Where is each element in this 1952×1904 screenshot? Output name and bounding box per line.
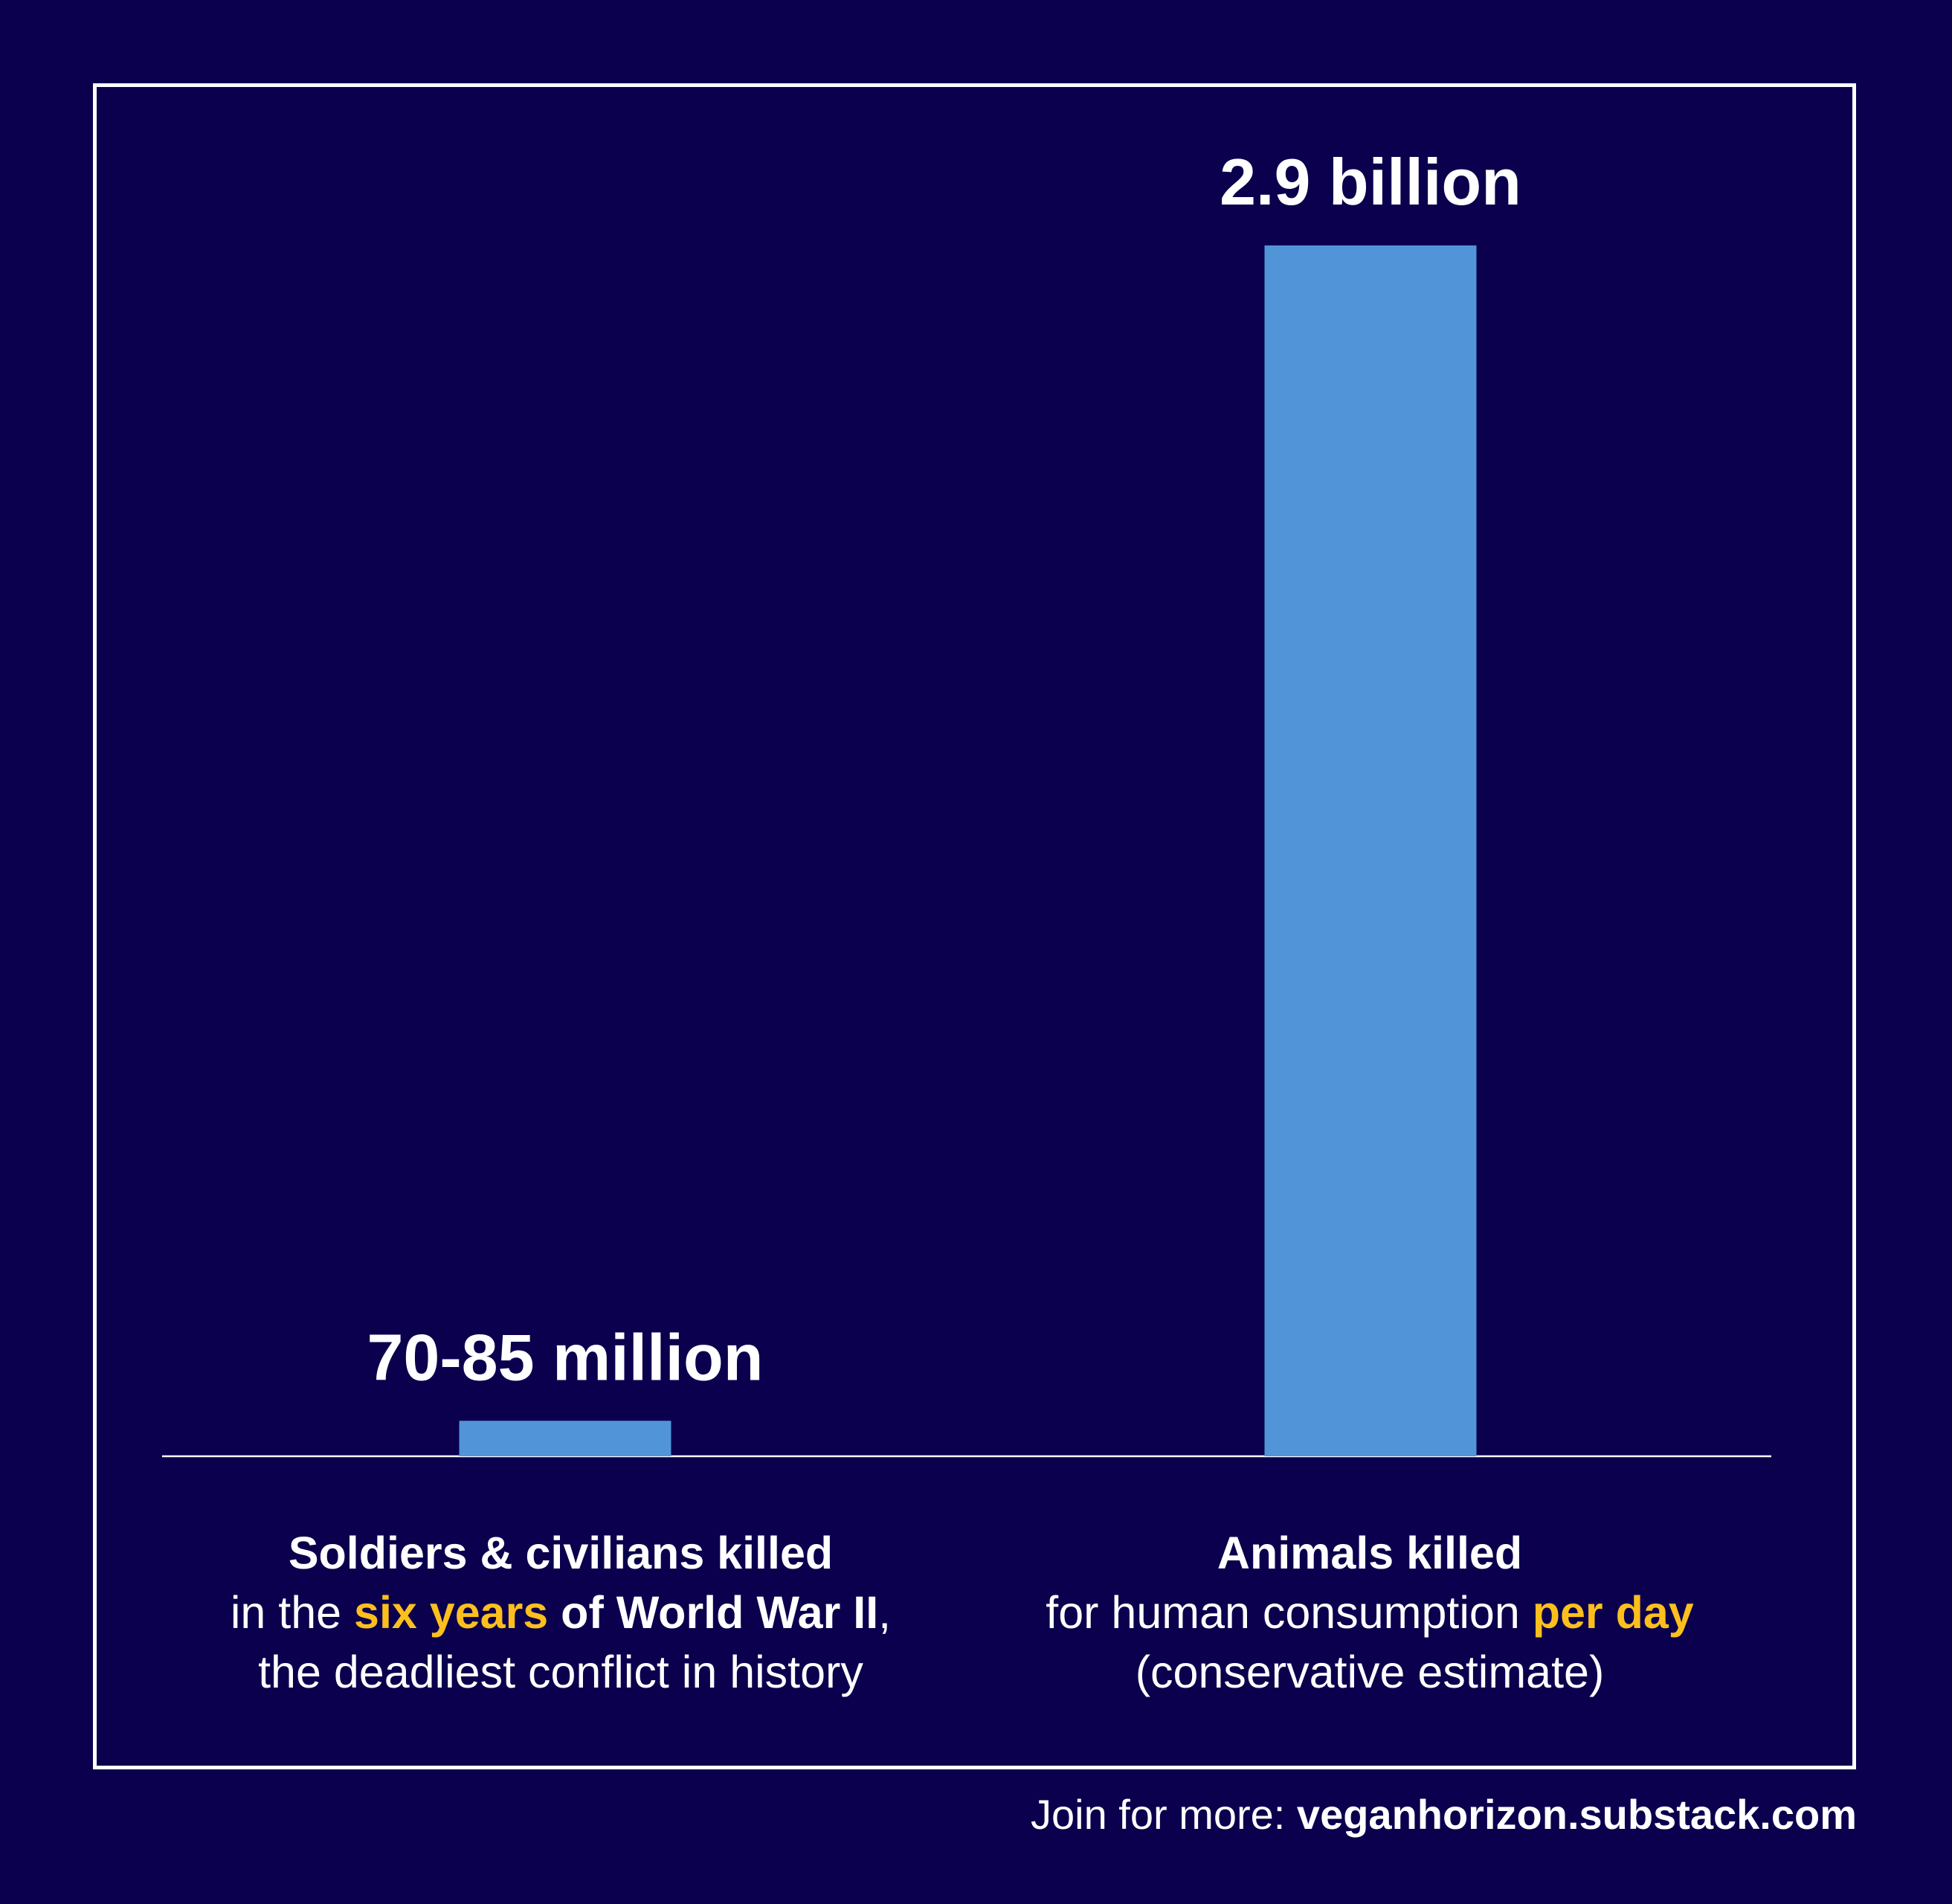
bar-animals <box>1264 245 1477 1456</box>
data-label-animals: 2.9 billion <box>1220 145 1521 219</box>
bar-ww2 <box>459 1421 671 1456</box>
highlight-per-day: per day <box>1532 1587 1694 1638</box>
category-description: for human consumption per day <box>1046 1587 1694 1638</box>
footer-prefix: Join for more: <box>1031 1791 1297 1838</box>
category-title: Soldiers & civilians killed <box>288 1528 834 1578</box>
category-label-animals: Animals killed for human consumption per… <box>961 1523 1779 1702</box>
footer-credit: Join for more: veganhorizon.substack.com <box>1031 1789 1857 1841</box>
chart-frame <box>93 83 1856 1769</box>
footer-link[interactable]: veganhorizon.substack.com <box>1296 1791 1857 1838</box>
data-label-ww2: 70-85 million <box>367 1320 763 1394</box>
category-label-ww2: Soldiers & civilians killed in the six y… <box>152 1523 970 1702</box>
category-title: Animals killed <box>1217 1528 1523 1578</box>
highlight-six-years: six years <box>354 1587 549 1638</box>
category-note: the deadliest conflict in history <box>258 1647 863 1697</box>
category-note: (conservative estimate) <box>1135 1647 1605 1697</box>
category-description: in the six years of World War II, <box>230 1587 892 1638</box>
